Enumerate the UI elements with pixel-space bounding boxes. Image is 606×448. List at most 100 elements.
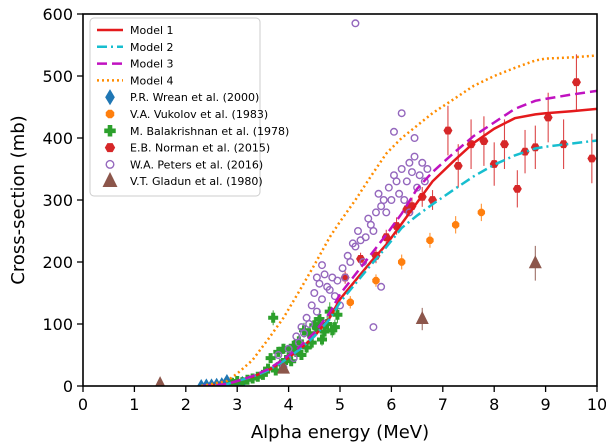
legend-marker-swatch	[104, 143, 116, 153]
data-point	[307, 301, 316, 310]
data-point	[312, 307, 321, 316]
plot-area	[155, 19, 597, 386]
data-point	[512, 184, 522, 193]
data-point	[276, 360, 290, 374]
data-point	[443, 126, 453, 135]
data-point	[346, 258, 355, 267]
y-tick-label: 200	[42, 253, 73, 272]
series-octagon	[346, 203, 486, 309]
data-point	[300, 329, 309, 338]
data-point	[559, 140, 569, 149]
data-point	[479, 137, 489, 145]
legend-label: Model 4	[130, 74, 174, 87]
y-tick-label: 300	[42, 191, 73, 210]
x-tick-label: 8	[489, 395, 499, 414]
data-point	[306, 337, 317, 348]
data-point	[318, 295, 327, 304]
data-point	[286, 356, 297, 367]
data-point	[288, 340, 299, 351]
legend-marker-swatch	[105, 109, 115, 119]
data-point	[379, 195, 388, 204]
data-point	[400, 195, 409, 204]
data-point	[397, 109, 406, 118]
data-point	[410, 133, 419, 142]
legend-label: Model 2	[130, 41, 174, 54]
y-axis-label: Cross-section (mb)	[8, 115, 29, 284]
data-point	[237, 377, 248, 386]
data-point	[420, 177, 429, 186]
data-point	[402, 177, 411, 186]
y-tick-label: 500	[42, 67, 73, 86]
x-axis-label: Alpha energy (MeV)	[251, 422, 429, 443]
data-point	[426, 236, 434, 244]
y-tick-label: 0	[63, 377, 73, 396]
model-line	[201, 89, 597, 386]
data-point	[389, 127, 398, 136]
legend-marker-swatch	[104, 125, 116, 137]
data-point	[353, 226, 362, 235]
data-point	[415, 171, 424, 180]
data-point	[395, 189, 404, 198]
data-point	[319, 326, 330, 337]
x-tick-label: 10	[587, 395, 606, 414]
data-point	[332, 309, 343, 320]
legend-label: M. Balakrishnan et al. (1978)	[130, 125, 289, 138]
data-point	[318, 261, 327, 270]
legend-label: Model 1	[130, 24, 174, 37]
data-point	[351, 242, 360, 251]
legend-marker-swatch	[105, 159, 115, 169]
data-point	[528, 255, 542, 269]
data-point	[310, 289, 319, 298]
data-point	[451, 221, 460, 229]
x-tick-label: 0	[78, 395, 88, 414]
data-point	[314, 314, 325, 325]
data-point	[284, 344, 293, 353]
series-circle-open	[274, 19, 432, 372]
data-point	[283, 345, 294, 356]
data-point	[382, 208, 391, 217]
data-point	[329, 322, 340, 333]
data-point	[274, 351, 283, 360]
data-point	[374, 189, 383, 198]
legend-label: P.R. Wrean et al. (2000)	[130, 91, 259, 104]
legend-label: Model 3	[130, 58, 174, 71]
data-point	[418, 158, 427, 167]
data-point	[311, 322, 322, 333]
y-tick-label: 600	[42, 5, 73, 24]
data-point	[242, 374, 253, 385]
data-point	[405, 158, 414, 167]
x-tick-label: 6	[386, 395, 396, 414]
plot-content	[155, 19, 597, 386]
series-triangle	[155, 245, 542, 386]
data-point	[377, 282, 386, 291]
data-point	[293, 336, 304, 347]
data-point	[397, 164, 406, 173]
data-point	[499, 140, 509, 149]
data-point	[405, 208, 414, 217]
data-point	[397, 258, 406, 266]
data-point	[317, 334, 328, 345]
data-point	[320, 270, 329, 279]
data-point	[270, 365, 281, 376]
data-point	[278, 343, 289, 354]
data-point	[571, 78, 581, 87]
x-tick-label: 2	[181, 395, 191, 414]
data-point	[369, 226, 378, 235]
x-tick-label: 9	[541, 395, 551, 414]
data-point	[371, 208, 380, 217]
data-point	[275, 359, 286, 370]
data-point	[453, 162, 463, 170]
data-point	[322, 319, 333, 329]
data-point	[265, 353, 276, 364]
data-point	[333, 276, 342, 285]
series-plus	[227, 302, 343, 386]
model-line	[200, 54, 597, 386]
data-point	[301, 342, 312, 353]
legend-label: W.A. Peters et al. (2016)	[130, 158, 263, 171]
data-point	[407, 168, 416, 177]
y-tick-label: 100	[42, 315, 73, 334]
legend-box	[89, 17, 261, 197]
